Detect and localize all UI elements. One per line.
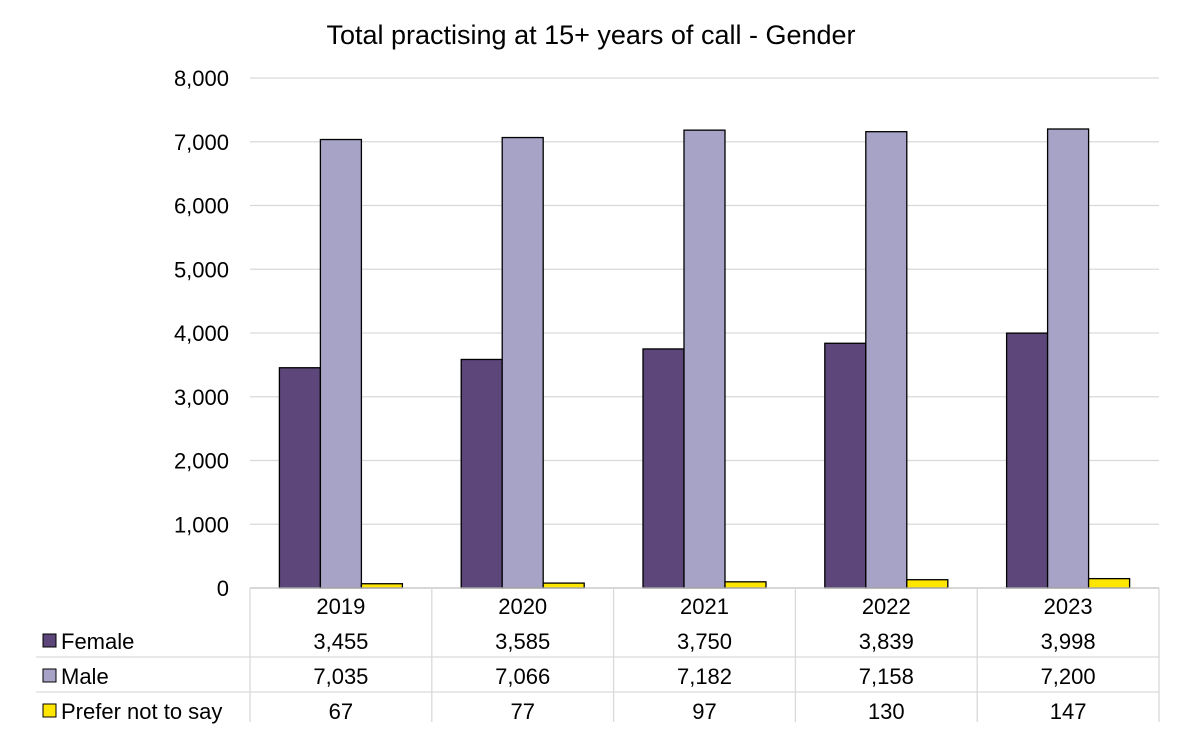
bar-male-2020 [501, 136, 544, 589]
y-tick-label: 4,000 [174, 321, 229, 346]
x-tick-label: 2022 [862, 594, 911, 619]
data-table-value: 3,998 [1041, 629, 1096, 654]
data-table-value: 130 [868, 699, 905, 724]
data-table-value: 7,066 [495, 664, 550, 689]
data-table-value: 7,158 [859, 664, 914, 689]
data-table-value: 147 [1050, 699, 1087, 724]
data-table-value: 7,182 [677, 664, 732, 689]
x-tick-label: 2021 [680, 594, 729, 619]
data-table: Female 3,455 3,585 3,750 3,839 3,998 Male 7,035… [36, 588, 1160, 724]
y-axis: 0 1,000 2,000 3,000 4,000 5,000 6,000 7,000 8,00… [174, 66, 229, 601]
legend-key-female [42, 633, 57, 648]
y-tick-label: 3,000 [174, 385, 229, 410]
bar-male-2022 [865, 131, 908, 589]
bar-male-2019 [319, 138, 363, 589]
bar-female-2021 [642, 348, 685, 589]
bars [278, 128, 1131, 589]
data-table-value: 7,200 [1041, 664, 1096, 689]
legend-label: Male [61, 664, 109, 689]
y-tick-label: 7,000 [174, 130, 229, 155]
legend-label: Female [61, 629, 134, 654]
legend-key-male [42, 668, 57, 683]
bar-female-2022 [824, 342, 867, 589]
data-table-value: 97 [692, 699, 716, 724]
bar-male-2021 [683, 129, 726, 589]
bar-female-2020 [460, 358, 503, 589]
bar-male-2023 [1046, 128, 1090, 589]
x-tick-label: 2023 [1044, 594, 1093, 619]
y-tick-label: 5,000 [174, 257, 229, 282]
chart-title: Total practising at 15+ years of call - … [326, 20, 855, 50]
bar-prefer-not-to-say-2020 [542, 582, 585, 589]
legend-key-prefer-not-to-say [42, 703, 57, 718]
data-table-value: 3,455 [313, 629, 368, 654]
data-table-value: 7,035 [313, 664, 368, 689]
bar-prefer-not-to-say-2022 [906, 579, 949, 589]
bar-prefer-not-to-say-2021 [724, 581, 767, 589]
x-axis: 2019 2020 2021 2022 2023 [250, 587, 1159, 619]
y-tick-label: 2,000 [174, 449, 229, 474]
data-table-value: 3,585 [495, 629, 550, 654]
data-table-value: 67 [329, 699, 353, 724]
x-tick-label: 2020 [498, 594, 547, 619]
bar-female-2023 [1005, 332, 1049, 589]
y-tick-label: 1,000 [174, 512, 229, 537]
y-tick-label: 0 [217, 576, 229, 601]
bar-female-2019 [278, 367, 322, 589]
data-table-value: 3,750 [677, 629, 732, 654]
bar-prefer-not-to-say-2023 [1087, 577, 1131, 589]
y-tick-label: 8,000 [174, 66, 229, 91]
legend-label: Prefer not to say [61, 699, 222, 724]
data-table-value: 3,839 [859, 629, 914, 654]
x-tick-label: 2019 [316, 594, 365, 619]
data-table-value: 77 [510, 699, 534, 724]
y-tick-label: 6,000 [174, 194, 229, 219]
